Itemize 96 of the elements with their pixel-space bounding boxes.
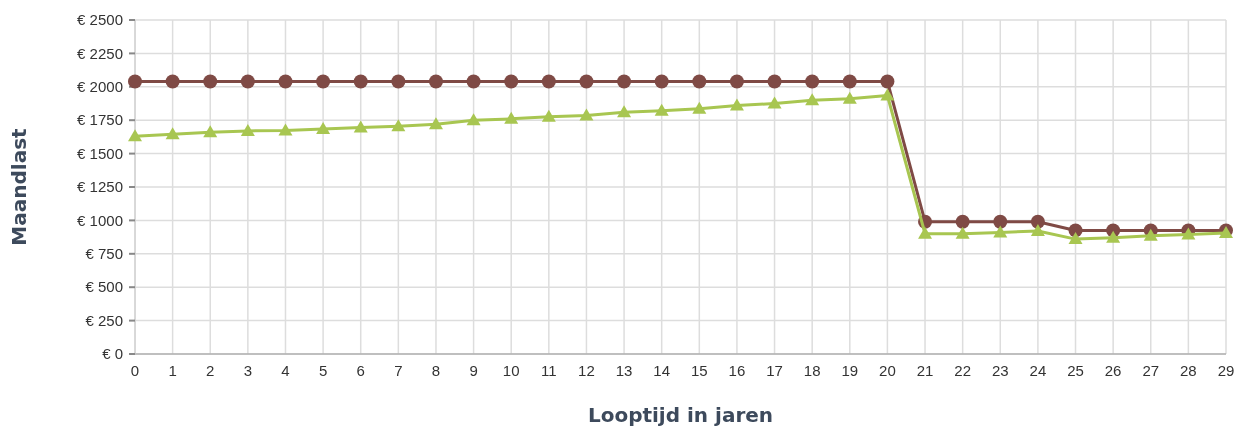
point (1068, 232, 1083, 245)
point (466, 74, 481, 89)
point (1143, 228, 1158, 241)
point (165, 127, 180, 140)
point (128, 74, 142, 89)
point (767, 74, 782, 89)
point (278, 74, 293, 89)
point (428, 74, 443, 89)
point (993, 225, 1008, 238)
x-tick-label: 22 (954, 362, 971, 379)
point (842, 74, 857, 89)
point (654, 103, 669, 116)
x-tick-label: 13 (615, 362, 633, 379)
point (504, 111, 519, 124)
y-tick-label: € 1500 (77, 144, 123, 162)
point (955, 214, 970, 229)
x-tick-label: 9 (469, 362, 478, 379)
point (165, 74, 180, 89)
point (767, 96, 782, 109)
x-tick-label: 26 (1104, 362, 1122, 379)
point (654, 74, 669, 89)
point (428, 117, 443, 130)
y-tick-label: € 2500 (77, 11, 123, 29)
x-tick-label: 5 (318, 362, 328, 379)
point (316, 121, 331, 134)
x-tick-label: 23 (991, 362, 1009, 379)
x-tick-label: 6 (356, 362, 365, 379)
x-tick-label: 17 (766, 362, 783, 379)
point (729, 74, 744, 89)
point (955, 226, 970, 239)
x-tick-label: 11 (541, 362, 557, 379)
point (918, 226, 933, 239)
point (1181, 227, 1196, 240)
x-tick-label: 20 (879, 362, 896, 379)
point (128, 129, 142, 142)
point (391, 119, 406, 132)
x-tick-label: 8 (431, 362, 441, 379)
x-tick-label: 1 (168, 362, 177, 379)
y-tick-label: € 750 (85, 245, 123, 263)
y-tick-label: € 1250 (77, 178, 123, 196)
point (805, 74, 820, 89)
x-tick-label: 25 (1067, 362, 1084, 379)
x-axis-title: Looptijd in jaren (587, 403, 774, 427)
y-axis-title: Maandlast (7, 127, 31, 246)
x-tick-label: 14 (653, 362, 671, 379)
point (880, 88, 895, 101)
x-tick-label: 29 (1217, 362, 1235, 379)
y-tick-label: € 500 (85, 278, 123, 296)
y-tick-label: € 0 (102, 345, 123, 363)
point (579, 74, 594, 89)
point (880, 74, 895, 89)
y-tick-label: € 250 (85, 311, 123, 329)
point (466, 113, 481, 126)
point (203, 74, 218, 89)
point (1030, 214, 1045, 229)
x-tick-label: 15 (690, 362, 708, 379)
point (842, 91, 857, 104)
x-tick-label: 7 (394, 362, 403, 379)
x-tick-label: 10 (502, 362, 520, 379)
x-tick-label: 0 (130, 362, 140, 379)
point (692, 74, 707, 89)
point (993, 214, 1008, 229)
point (240, 74, 255, 89)
x-tick-label: 21 (916, 362, 934, 379)
x-tick-label: 18 (803, 362, 821, 379)
point (541, 74, 556, 89)
x-tick-label: 24 (1029, 362, 1047, 379)
x-tick-label: 2 (206, 362, 215, 379)
point (617, 105, 632, 118)
point (240, 123, 255, 136)
point (316, 74, 331, 89)
x-tick-label: 12 (578, 362, 595, 379)
y-tick-label: € 2250 (77, 44, 123, 62)
x-tick-label: 3 (243, 362, 253, 379)
point (805, 93, 820, 106)
x-tick-label: 27 (1142, 362, 1160, 379)
point (692, 101, 707, 114)
y-tick-label: € 2000 (77, 78, 123, 96)
point (353, 74, 368, 89)
point (1106, 230, 1121, 243)
point (1030, 224, 1045, 237)
x-tick-label: 16 (728, 362, 746, 379)
point (203, 125, 218, 138)
x-tick-label: 19 (841, 362, 859, 379)
x-tick-label: 28 (1180, 362, 1197, 379)
y-tick-label: € 1000 (77, 211, 123, 229)
x-tick-label: 4 (281, 362, 290, 379)
point (729, 98, 744, 111)
point (541, 109, 556, 122)
y-tick-label: € 1750 (77, 111, 123, 129)
point (504, 74, 519, 89)
point (353, 120, 368, 133)
point (617, 74, 632, 89)
point (278, 123, 293, 136)
point (391, 74, 406, 89)
point (579, 108, 594, 121)
